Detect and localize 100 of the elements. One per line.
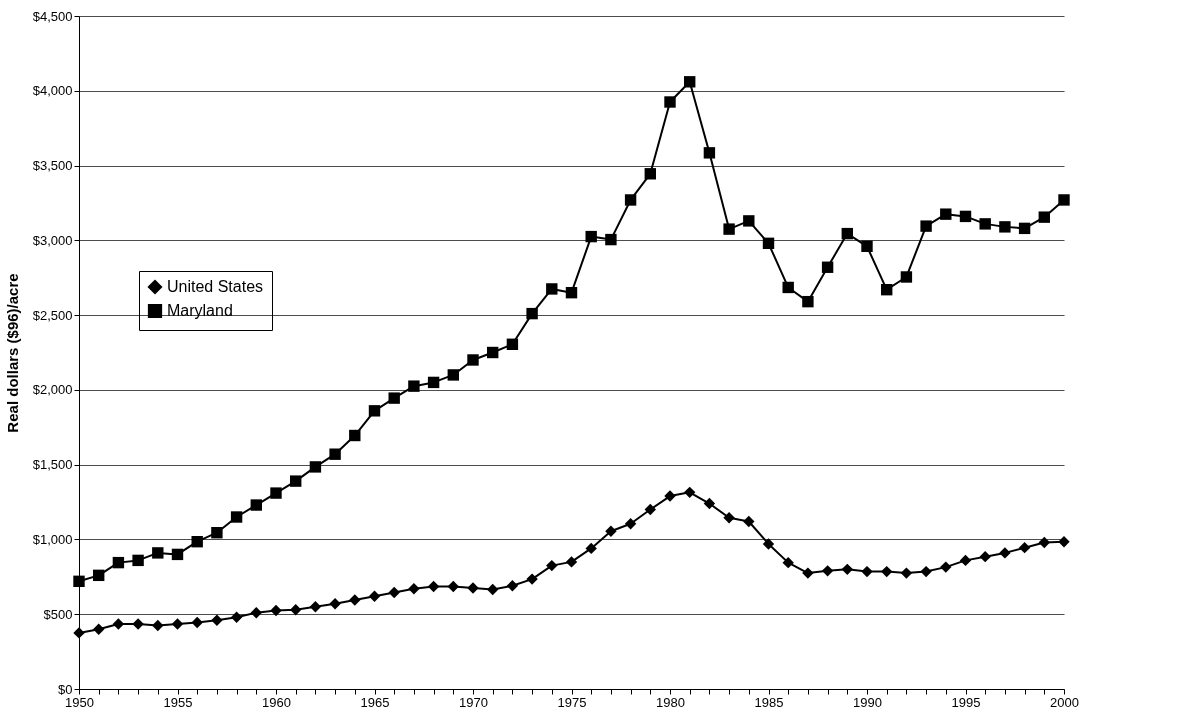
point (427, 580, 440, 593)
y-tick-label: $0 (58, 681, 73, 697)
point (1018, 222, 1031, 235)
x-tick-label: 1960 (262, 694, 291, 710)
point (368, 590, 381, 602)
y-axis-title: Real dollars ($96)/acre (3, 273, 21, 433)
point (467, 354, 479, 366)
point (211, 527, 223, 539)
point (900, 567, 913, 579)
point (644, 168, 656, 180)
point (861, 565, 873, 578)
point (349, 594, 361, 606)
point (132, 554, 144, 567)
point (743, 215, 755, 227)
point (132, 618, 144, 630)
point (388, 392, 400, 404)
point (427, 376, 440, 389)
point (1038, 211, 1050, 223)
point (230, 611, 243, 623)
point (841, 563, 853, 576)
point (684, 76, 696, 88)
point (506, 338, 519, 350)
x-tick-label: 1965 (360, 694, 390, 710)
point (447, 369, 459, 381)
point (211, 614, 223, 626)
point (191, 535, 203, 548)
point (999, 221, 1011, 233)
y-tick-label: $2,000 (32, 382, 73, 398)
point (329, 598, 341, 610)
point (743, 515, 755, 528)
point (467, 582, 479, 594)
point (979, 550, 991, 563)
point (802, 295, 814, 308)
point (999, 547, 1011, 559)
point (329, 448, 341, 460)
point (565, 556, 578, 568)
legend-label: Maryland (167, 302, 233, 319)
x-tick-label: 2000 (1050, 694, 1079, 710)
point (368, 405, 381, 417)
point (940, 208, 952, 220)
point (152, 619, 164, 632)
point (723, 512, 735, 524)
point (605, 525, 617, 537)
point (920, 220, 932, 232)
point (703, 147, 716, 159)
point (861, 240, 873, 253)
point (782, 281, 794, 294)
point (152, 547, 164, 559)
point (684, 486, 696, 499)
x-tick-label: 1950 (65, 694, 94, 710)
point (881, 283, 893, 296)
point (73, 575, 85, 588)
x-tick-label: 1975 (557, 694, 587, 710)
point (349, 429, 361, 442)
point (270, 604, 282, 617)
point (782, 556, 794, 569)
point (762, 237, 775, 250)
point (821, 261, 834, 273)
point (112, 556, 125, 569)
point (959, 554, 972, 567)
point (762, 538, 775, 550)
point (526, 307, 538, 320)
point (408, 380, 420, 392)
point (73, 627, 85, 639)
point (250, 499, 262, 511)
point (920, 565, 932, 578)
point (171, 618, 184, 630)
point (250, 607, 262, 619)
point (546, 283, 558, 295)
y-tick-label: $4,000 (32, 83, 73, 99)
point (802, 567, 814, 579)
point (388, 586, 400, 599)
point (565, 286, 578, 299)
point (585, 230, 597, 243)
point (624, 194, 637, 206)
point (959, 210, 972, 223)
x-tick-label: 1955 (163, 694, 193, 710)
x-tick-label: 1980 (656, 694, 685, 710)
point (624, 518, 637, 530)
point (900, 271, 913, 283)
y-tick-label: $2,500 (32, 307, 73, 323)
x-tick-label: 1985 (754, 694, 784, 710)
point (93, 623, 105, 635)
point (703, 497, 716, 510)
point (171, 548, 184, 561)
point (585, 542, 597, 555)
y-tick-label: $500 (43, 606, 73, 622)
point (309, 461, 322, 473)
point (506, 580, 519, 592)
point (1038, 536, 1050, 549)
point (526, 573, 538, 585)
point (664, 490, 676, 502)
point (1058, 194, 1070, 206)
point (546, 559, 558, 572)
point (664, 96, 676, 108)
point (821, 565, 834, 577)
point (1018, 541, 1031, 554)
y-tick-label: $3,000 (32, 232, 73, 248)
point (841, 227, 853, 240)
point (290, 475, 302, 487)
